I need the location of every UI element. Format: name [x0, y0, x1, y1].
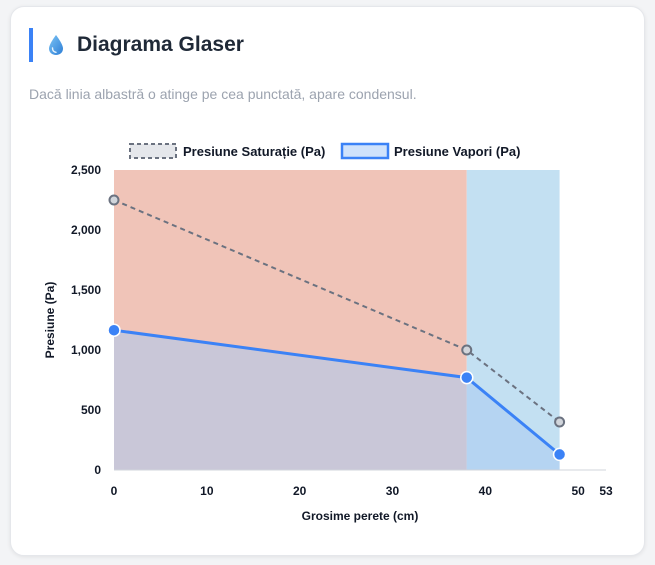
- y-tick-label: 0: [94, 463, 101, 477]
- x-tick-label: 40: [479, 484, 493, 498]
- droplet-icon: [49, 35, 63, 55]
- title-row: Diagrama Glaser: [29, 28, 244, 62]
- x-axis-title: Grosime perete (cm): [302, 509, 419, 523]
- legend-label-saturation: Presiune Saturație (Pa): [183, 144, 325, 159]
- vapor-area: [114, 330, 560, 470]
- x-tick-label: 30: [386, 484, 400, 498]
- page-title: Diagrama Glaser: [77, 33, 244, 56]
- chart-axes: 0 500 1,000 1,500 2,000 2,500 0 10 20 30 40 50 53: [71, 163, 613, 498]
- chart-legend: Presiune Saturație (Pa) Presiune Vapori (…: [129, 142, 520, 160]
- y-tick-label: 1,500: [71, 283, 101, 297]
- chart-subtitle: Dacă linia albastră o atinge pe cea punc…: [29, 86, 417, 102]
- legend-label-vapor: Presiune Vapori (Pa): [394, 144, 520, 159]
- y-tick-label: 500: [81, 403, 101, 417]
- vapor-point: [552, 447, 567, 462]
- y-tick-label: 2,500: [71, 163, 101, 177]
- saturation-point: [554, 416, 566, 428]
- saturation-point: [108, 194, 120, 206]
- x-tick-label: 0: [111, 484, 118, 498]
- saturation-line: [113, 199, 561, 423]
- x-tick-label: 50: [571, 484, 585, 498]
- saturation-point: [461, 344, 473, 356]
- legend-swatch-saturation: [129, 143, 177, 159]
- vapor-point: [460, 370, 474, 385]
- y-tick-label: 2,000: [71, 223, 101, 237]
- x-tick-label: 53: [599, 484, 613, 498]
- x-tick-label: 20: [293, 484, 307, 498]
- series-points: [107, 194, 567, 462]
- y-axis-title: Presiune (Pa): [43, 282, 57, 359]
- vapor-area-fill: [114, 330, 560, 470]
- legend-swatch-vapor: [340, 142, 390, 160]
- x-tick-label: 10: [200, 484, 214, 498]
- y-tick-label: 1,000: [71, 343, 101, 357]
- vapor-point: [107, 323, 121, 337]
